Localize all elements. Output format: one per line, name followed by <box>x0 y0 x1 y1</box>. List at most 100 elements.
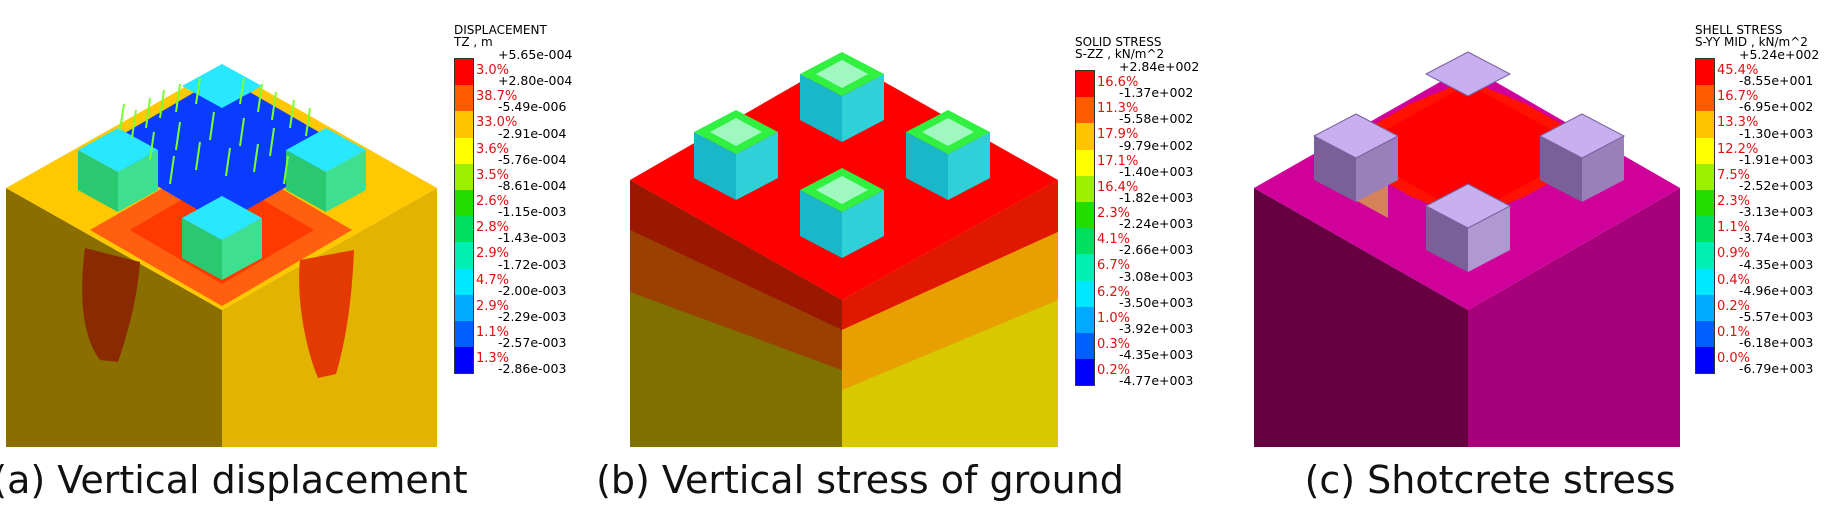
legend-value-label: -1.37e+002 <box>1119 85 1194 101</box>
legend-title: DISPLACEMENT <box>454 23 547 37</box>
legend-value-label: -1.30e+003 <box>1739 125 1814 141</box>
legend-value-label: -5.76e-004 <box>498 151 567 167</box>
legend-value-label: -2.52e+003 <box>1739 178 1814 193</box>
legend-scale: +5.24e+002 -8.55e+001 -6.95e+002 -1.30e+003… <box>1695 48 1825 389</box>
soil-right-face <box>1468 188 1680 447</box>
legend-color-segment <box>1076 97 1094 124</box>
legend-color-segment <box>455 111 473 138</box>
legend-color-segment <box>1696 294 1714 321</box>
legend-color-segment <box>455 242 473 269</box>
legend-value-label: -2.00e-003 <box>498 282 567 298</box>
legend-percent-label: 16.4% <box>1097 179 1139 195</box>
legend-value-label: +5.24e+002 <box>1739 47 1820 62</box>
pier-left <box>1312 113 1400 202</box>
legend-value-label: -3.92e+003 <box>1119 321 1194 336</box>
legend-percent-label: 45.4% <box>1717 63 1759 78</box>
legend-value-label: +2.80e-004 <box>498 73 573 89</box>
legend-percent-label: 3.5% <box>476 167 510 183</box>
legend-value-label: -4.77e+003 <box>1119 373 1194 389</box>
legend-percent-label: 0.0% <box>1717 351 1751 367</box>
caption-vertical-displacement: (a) Vertical displacement <box>0 458 468 502</box>
legend-percent-label: 2.9% <box>476 298 510 314</box>
pier-back <box>800 52 884 142</box>
ground-stress-legend: SOLID STRESS S-ZZ , kN/m^2 +2.84e+002 -1.… <box>1075 36 1215 401</box>
legend-percent-label: 16.6% <box>1097 75 1139 90</box>
legend-percent-label: 2.9% <box>476 246 510 262</box>
legend-value-label: -6.18e+003 <box>1739 335 1814 351</box>
legend-color-segment <box>1696 320 1714 348</box>
legend-color-segment <box>1076 306 1094 333</box>
legend-color-segment <box>455 163 473 190</box>
legend-color-segment <box>1696 216 1714 243</box>
plume-left <box>82 248 140 362</box>
legend-color-segment <box>455 294 473 321</box>
panel-vertical-stress-ground: SOLID STRESS S-ZZ , kN/m^2 +2.84e+002 -1.… <box>596 0 1230 508</box>
legend-color-segment <box>1696 111 1714 138</box>
legend-percent-label: 6.7% <box>1097 258 1131 274</box>
legend-color-segment <box>1076 359 1094 386</box>
pier-back <box>1424 51 1512 97</box>
legend-subtitle: S-ZZ , kN/m^2 <box>1075 47 1165 61</box>
ground-stress-model-render <box>630 52 1058 447</box>
legend-value-label: -2.86e-003 <box>498 361 567 377</box>
legend-value-label: -2.66e+003 <box>1119 242 1194 258</box>
legend-value-label: -4.96e+003 <box>1739 282 1814 298</box>
legend-percent-label: 16.7% <box>1717 89 1759 105</box>
legend-percent-label: 1.1% <box>1717 220 1751 236</box>
legend-percent-label: 0.9% <box>1717 246 1751 262</box>
legend-color-segment <box>455 320 473 348</box>
pier-right <box>1538 113 1626 202</box>
legend-value-label: -6.95e+002 <box>1739 99 1814 115</box>
legend-percent-label: 2.3% <box>1717 194 1751 209</box>
soil-left-layer-top <box>630 180 842 330</box>
panel-vertical-displacement: DISPLACEMENT TZ , m +5.65e-004 +2.80e-004… <box>0 0 620 508</box>
legend-color-bar <box>1075 70 1095 387</box>
legend-percent-label: 1.1% <box>476 325 510 340</box>
legend-value-label: +2.84e+002 <box>1119 59 1200 74</box>
legend-percent-label: 3.6% <box>476 141 510 157</box>
legend-color-segment <box>1076 332 1094 360</box>
legend-scale: +2.84e+002 -1.37e+002 -5.58e+002 -9.79e+002… <box>1075 60 1215 401</box>
legend-percent-label: 6.2% <box>1097 284 1131 300</box>
legend-value-label: -3.13e+003 <box>1739 204 1814 220</box>
legend-value-label: -6.79e+003 <box>1739 361 1814 377</box>
legend-value-label: -5.57e+003 <box>1739 309 1814 324</box>
pier-front <box>1424 183 1512 272</box>
legend-value-label: -8.55e+001 <box>1739 73 1814 89</box>
legend-percent-label: 0.2% <box>1097 363 1131 379</box>
legend-percent-label: 4.7% <box>476 272 510 288</box>
legend-percent-label: 0.1% <box>1717 325 1751 340</box>
soil-right-layer-top <box>842 180 1058 330</box>
legend-percent-label: 7.5% <box>1717 167 1751 183</box>
plume-right <box>299 250 354 378</box>
legend-percent-label: 33.0% <box>476 115 518 131</box>
legend-percent-label: 17.1% <box>1097 153 1139 169</box>
legend-color-segment <box>1696 85 1714 112</box>
legend-title: SOLID STRESS <box>1075 35 1162 49</box>
legend-value-label: -4.35e+003 <box>1739 256 1814 272</box>
legend-value-label: -1.43e-003 <box>498 230 567 246</box>
legend-value-label: -3.50e+003 <box>1119 294 1194 310</box>
legend-scale: +5.65e-004 +2.80e-004 -5.49e-006 -2.91e-004… <box>454 48 594 389</box>
legend-color-segment <box>455 216 473 243</box>
legend-percent-label: 12.2% <box>1717 141 1759 157</box>
legend-percent-label: 13.3% <box>1717 115 1759 131</box>
legend-color-segment <box>1696 163 1714 190</box>
legend-color-segment <box>1076 254 1094 281</box>
pier-left <box>694 110 778 200</box>
legend-color-segment <box>1696 268 1714 295</box>
legend-subtitle: S-YY MID , kN/m^2 <box>1695 35 1808 49</box>
legend-color-segment <box>1076 149 1094 176</box>
legend-color-bar <box>1695 58 1715 375</box>
legend-value-label: -1.40e+003 <box>1119 163 1194 179</box>
legend-color-segment <box>1076 123 1094 150</box>
legend-color-segment <box>455 85 473 112</box>
legend-title: SHELL STRESS <box>1695 23 1783 37</box>
legend-color-segment <box>1076 228 1094 255</box>
legend-color-segment <box>455 347 473 374</box>
legend-value-label: +5.65e-004 <box>498 47 573 62</box>
legend-color-segment <box>455 268 473 295</box>
legend-color-bar <box>454 58 474 375</box>
caption-shotcrete-stress: (c) Shotcrete stress <box>1304 458 1676 502</box>
legend-percent-label: 11.3% <box>1097 101 1139 117</box>
